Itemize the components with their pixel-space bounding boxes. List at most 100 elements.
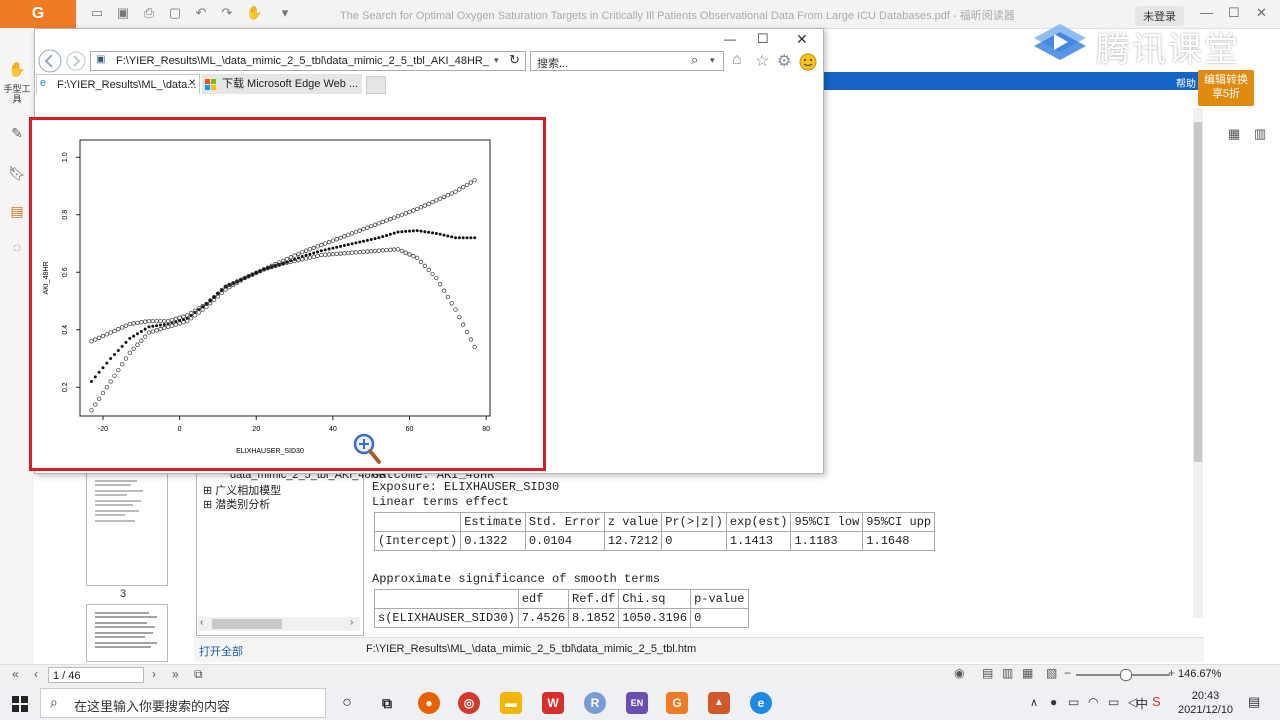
open-all-link[interactable]: 打开全部 [199,646,243,658]
ie-search-box[interactable] [530,51,724,71]
home-icon[interactable]: ⌂ [732,51,742,68]
wps-icon[interactable]: W [542,692,564,714]
facing-page-icon[interactable]: ▧ [1046,666,1058,680]
tree-item[interactable]: ⊞ 潜类别分析 [203,496,270,512]
help-link[interactable]: 帮助 [1176,79,1196,90]
wifi-icon[interactable]: ◠ [1088,695,1099,709]
new-tab-button[interactable] [366,76,386,94]
list-view-icon[interactable]: ▥ [1254,126,1267,141]
grid-view-icon[interactable]: ▦ [1228,126,1241,141]
tab-close-icon[interactable]: ✕ [188,78,197,89]
sogou-icon[interactable]: S [1152,694,1161,709]
bookmark-icon[interactable]: 🔖︎ [8,165,26,181]
tree-item[interactable]: ⊞ 广义相加模型 [203,482,281,498]
search-icon[interactable]: ⌕ [691,52,699,67]
zoom-out-icon[interactable]: − [1064,666,1072,680]
two-page-icon[interactable]: ▦ [1022,666,1034,680]
ci-point [307,247,313,252]
page-copy-icon[interactable]: ⧉ [194,667,203,681]
en-icon[interactable]: EN [626,692,648,714]
eraser-icon[interactable]: ✎ [11,125,23,141]
ci-point [288,259,293,265]
hand-tool-icon[interactable]: ✋ [8,61,26,77]
print-icon[interactable]: ⎙ [143,5,155,20]
comment-icon[interactable]: ◌ [12,239,22,255]
expand-icon[interactable]: ⊞ [203,499,213,511]
forward-icon[interactable] [66,51,86,71]
next-page-icon[interactable]: › [152,667,156,681]
windows-start-icon[interactable] [12,696,28,712]
firefox-icon[interactable]: ● [418,692,440,714]
microphone-icon[interactable]: ● [1050,695,1058,709]
tab-edge-download[interactable]: 下载 Microsoft Edge Web ... [202,74,362,94]
zoom-level[interactable]: 146.67% [1178,668,1222,680]
customize-toolbar-icon[interactable]: ▾ [281,5,289,20]
ci-point [204,304,209,309]
maximize-icon[interactable]: ☐ [1228,5,1240,20]
hand-tool-icon[interactable]: ✋ [246,5,263,20]
prev-page-icon[interactable]: ‹ [34,667,38,681]
ie-close-icon[interactable]: ✕ [796,31,808,47]
scrollbar-thumb[interactable] [212,619,282,629]
undo-icon[interactable]: ↶ [195,5,207,20]
refresh-icon[interactable]: ↻ [509,52,520,67]
address-dropdown-icon[interactable]: ▾ [494,55,499,65]
close-icon[interactable]: ✕ [1256,5,1267,20]
new-doc-icon[interactable]: ▢ [168,5,182,20]
favorites-star-icon[interactable]: ☆ [755,53,770,70]
ci-point [441,194,447,200]
settings-gear-icon[interactable]: ⚙ [777,53,792,70]
back-icon[interactable] [38,49,62,73]
zoom-in-icon[interactable]: + [1168,666,1176,680]
page-thumbnail[interactable] [86,470,168,586]
login-button[interactable]: 未登录 [1135,6,1184,26]
last-page-icon[interactable]: » [172,667,179,681]
ie-icon[interactable]: e [750,692,772,714]
save-icon[interactable]: ▣ [116,5,130,20]
table-header-cell: p-value [690,589,749,609]
continuous-page-icon[interactable]: ▥ [1002,666,1014,680]
scroll-left-icon[interactable]: ‹ [200,617,204,628]
redo-icon[interactable]: ↷ [221,5,233,20]
ie-maximize-icon[interactable]: ☐ [757,31,769,46]
show-hidden-icons[interactable]: ∧ [1030,697,1039,709]
taskbar-search-box[interactable] [40,688,326,718]
ci-point [165,318,171,324]
volume-icon[interactable]: ◁ [1128,695,1138,709]
matlab-icon[interactable]: ▲ [708,692,730,714]
expand-icon[interactable]: ⊞ [203,485,213,497]
search-dropdown-icon[interactable]: ▾ [710,55,715,65]
scroll-right-icon[interactable]: › [350,617,354,628]
foxit-icon[interactable]: G [666,692,688,714]
minimize-icon[interactable]: — [1200,5,1213,20]
zoom-slider-handle[interactable] [1120,669,1132,681]
first-page-icon[interactable]: « [12,667,19,681]
file-explorer-icon[interactable]: ▬ [500,692,522,714]
r-icon[interactable]: R [584,692,606,714]
chrome-icon[interactable]: ◎ [458,692,480,714]
address-text[interactable]: F:\YIER_Results\ML_\data_mimic_2_5_tbl\d… [116,55,490,67]
network-icon[interactable]: ▭ [1108,695,1120,709]
single-page-icon[interactable]: ▤ [982,666,994,680]
cortana-icon[interactable]: ○ [342,694,352,711]
task-view-icon[interactable]: ⧉ [382,695,392,711]
address-bar[interactable] [90,51,526,71]
system-clock[interactable]: 20:43 2021/12/10 [1178,689,1233,717]
tab-current[interactable]: F:\YIER_Results\ML_\data... [36,74,200,94]
pages-icon[interactable]: ▤ [10,203,24,219]
zoom-magnifier-icon[interactable] [352,432,382,466]
promo-badge[interactable]: 编辑转换 享5折 [1198,70,1254,106]
open-folder-icon[interactable]: ▭ [90,5,104,20]
ie-minimize-icon[interactable]: — [724,32,736,46]
page-number-input[interactable]: 1 / 46 [48,667,144,683]
ime-indicator[interactable]: 中 [1136,697,1149,711]
foxit-logo[interactable]: G [0,0,76,28]
notification-icon[interactable]: ▤ [1248,694,1261,709]
scrollbar-thumb[interactable] [1194,122,1202,462]
smiley-feedback-icon[interactable] [799,53,817,71]
ci-point [269,264,274,270]
view-mode-icon[interactable]: ◉ [954,666,965,680]
battery-icon[interactable]: ▭ [1068,695,1080,709]
page-thumbnail[interactable] [86,604,168,662]
fit-point [304,253,308,257]
